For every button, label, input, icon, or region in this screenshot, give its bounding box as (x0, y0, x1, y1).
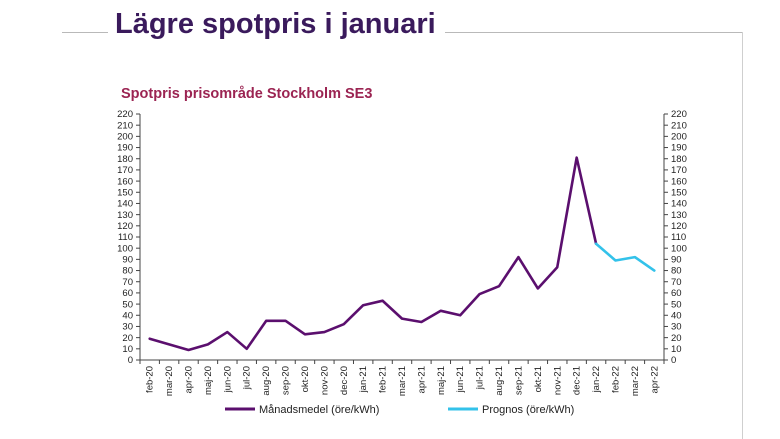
x-tick-label: okt-21 (533, 366, 544, 392)
y-tick-label-left: 50 (122, 299, 133, 310)
y-tick-label-right: 190 (671, 143, 687, 154)
y-tick-label-left: 40 (122, 310, 133, 321)
y-tick-label-left: 150 (117, 187, 133, 198)
y-tick-label-right: 40 (671, 310, 682, 321)
y-tick-label-right: 80 (671, 266, 682, 277)
y-tick-label-right: 60 (671, 288, 682, 299)
series-lines (148, 156, 656, 352)
y-tick-label-left: 140 (117, 199, 133, 210)
y-tick-label-right: 20 (671, 333, 682, 344)
x-tick-label: jan-22 (591, 366, 602, 393)
y-tick-label-left: 20 (122, 333, 133, 344)
x-tick-label: jul-20 (242, 366, 253, 390)
y-tick-label-left: 70 (122, 277, 133, 288)
x-tick-label: aug-20 (261, 366, 272, 396)
x-tick-label: jul-21 (475, 366, 486, 390)
chart-title: Spotpris prisområde Stockholm SE3 (121, 86, 372, 102)
y-tick-label-right: 180 (671, 154, 687, 165)
x-tick-label: jun-20 (222, 366, 233, 393)
y-tick-label-left: 210 (117, 120, 133, 131)
y-tick-label-right: 210 (671, 120, 687, 131)
x-tick-label: dec-21 (572, 366, 583, 395)
x-tick-label: apr-22 (649, 366, 660, 393)
y-tick-label-left: 120 (117, 221, 133, 232)
y-tick-label-left: 80 (122, 266, 133, 277)
legend-label-1: Prognos (öre/kWh) (482, 404, 574, 416)
x-tick-label: sep-21 (513, 366, 524, 395)
legend-label-0: Månadsmedel (öre/kWh) (259, 404, 379, 416)
y-tick-label-right: 0 (671, 355, 676, 366)
x-tick-label: nov-21 (552, 366, 563, 395)
x-tick-label: okt-20 (300, 366, 311, 392)
y-tick-label-right: 160 (671, 176, 687, 187)
y-tick-label-left: 160 (117, 176, 133, 187)
x-tick-label: jun-21 (455, 366, 466, 393)
x-tick-label: feb-22 (610, 366, 621, 393)
y-tick-label-right: 170 (671, 165, 687, 176)
title-rule-left (62, 32, 108, 33)
series-line-0 (148, 156, 598, 352)
y-tick-label-left: 220 (117, 109, 133, 120)
x-tick-label: mar-20 (164, 366, 175, 396)
x-tick-label: mar-21 (397, 366, 408, 396)
y-tick-label-right: 10 (671, 344, 682, 355)
y-tick-label-right: 100 (671, 243, 687, 254)
y-tick-label-left: 170 (117, 165, 133, 176)
y-tick-label-left: 200 (117, 132, 133, 143)
y-tick-label-left: 90 (122, 255, 133, 266)
y-tick-label-left: 0 (128, 355, 133, 366)
slide-title: Lägre spotpris i januari (115, 8, 436, 40)
y-tick-label-right: 30 (671, 322, 682, 333)
y-tick-label-right: 130 (671, 210, 687, 221)
x-tick-label: feb-21 (378, 366, 389, 393)
y-tick-label-right: 140 (671, 199, 687, 210)
x-tick-label: feb-20 (145, 366, 156, 393)
x-tick-label: apr-21 (416, 366, 427, 393)
y-tick-label-right: 90 (671, 255, 682, 266)
x-tick-label: maj-21 (436, 366, 447, 395)
series-line-1 (594, 242, 656, 272)
y-tick-label-left: 180 (117, 154, 133, 165)
x-tick-label: nov-20 (319, 366, 330, 395)
y-tick-label-left: 100 (117, 243, 133, 254)
y-tick-label-right: 110 (671, 232, 686, 243)
x-tick-label: aug-21 (494, 366, 505, 396)
x-tick-label: mar-22 (630, 366, 641, 396)
y-tick-label-left: 60 (122, 288, 133, 299)
y-tick-label-left: 130 (117, 210, 133, 221)
y-tick-label-left: 110 (118, 232, 133, 243)
y-tick-label-right: 70 (671, 277, 682, 288)
x-tick-label: apr-20 (184, 366, 195, 393)
chart-legend: Månadsmedel (öre/kWh) Prognos (öre/kWh) (225, 404, 574, 416)
y-tick-label-right: 150 (671, 187, 687, 198)
y-tick-label-right: 120 (671, 221, 687, 232)
x-tick-label: sep-20 (281, 366, 292, 395)
y-tick-label-right: 50 (671, 299, 682, 310)
y-tick-label-left: 30 (122, 322, 133, 333)
y-tick-label-left: 10 (122, 344, 133, 355)
x-tick-label: jan-21 (358, 366, 369, 393)
x-tick-label: dec-20 (339, 366, 350, 395)
y-tick-label-left: 190 (117, 143, 133, 154)
y-tick-label-right: 220 (671, 109, 687, 120)
x-tick-label: maj-20 (203, 366, 214, 395)
title-rule-right (445, 32, 743, 33)
y-tick-label-right: 200 (671, 132, 687, 143)
slide-border-right (742, 32, 743, 439)
